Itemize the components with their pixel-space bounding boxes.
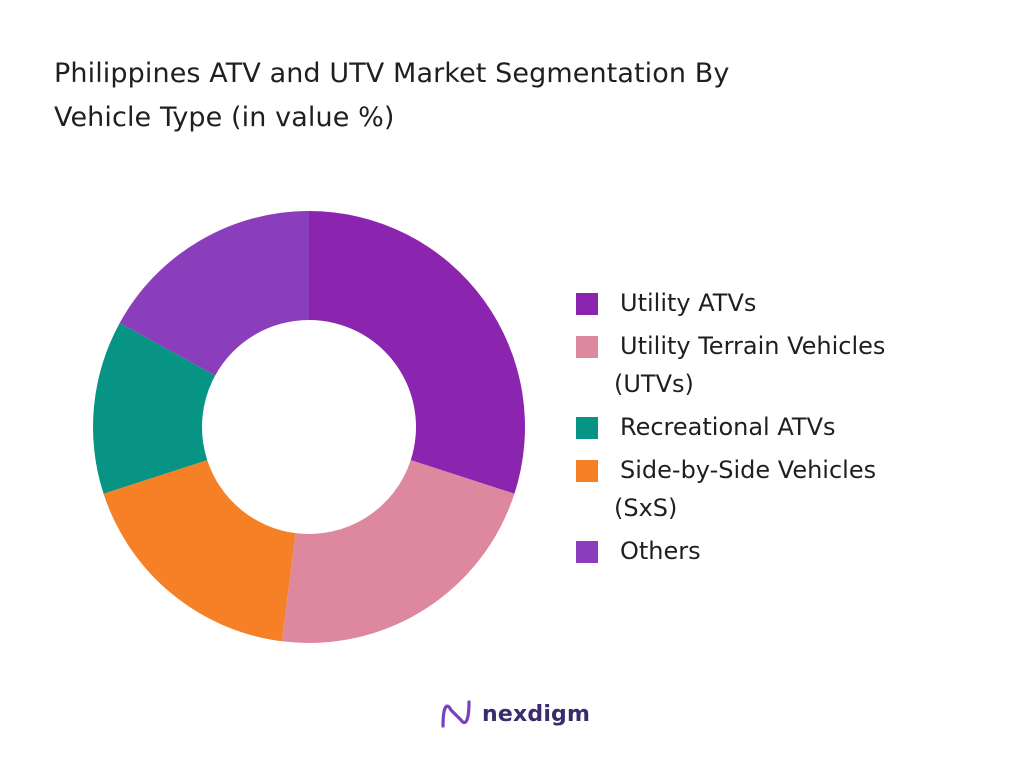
donut-slice-3 bbox=[93, 322, 216, 494]
legend-label-line: Recreational ATVs bbox=[620, 413, 836, 441]
legend-label-line: (SxS) bbox=[614, 494, 678, 522]
donut-slice-2 bbox=[103, 460, 296, 642]
legend-item: Utility ATVs bbox=[576, 284, 996, 322]
legend-item: Others bbox=[576, 532, 996, 570]
legend-swatch bbox=[576, 541, 598, 563]
legend-item: Recreational ATVs bbox=[576, 408, 996, 446]
nexdigm-logo-icon bbox=[441, 700, 471, 728]
legend-label: Side-by-Side Vehicles (SxS) bbox=[614, 451, 996, 527]
legend-label: Recreational ATVs bbox=[620, 408, 996, 446]
legend-swatch bbox=[576, 460, 598, 482]
legend-swatch bbox=[576, 336, 598, 358]
brand-name: nexdigm bbox=[482, 701, 591, 727]
legend-label: Utility Terrain Vehicles (UTVs) bbox=[614, 327, 996, 403]
legend-item: Utility Terrain Vehicles (UTVs) bbox=[576, 327, 996, 403]
legend-swatch bbox=[576, 417, 598, 439]
legend-item: Side-by-Side Vehicles (SxS) bbox=[576, 451, 996, 527]
chart-title-line-2: Vehicle Type (in value %) bbox=[54, 102, 395, 133]
legend-label-line: Utility ATVs bbox=[620, 289, 757, 317]
legend-label-line: Utility Terrain Vehicles bbox=[620, 332, 886, 360]
chart-title-line-1: Philippines ATV and UTV Market Segmentat… bbox=[54, 58, 730, 89]
donut-slice-0 bbox=[309, 211, 525, 494]
legend-label-line: Side-by-Side Vehicles bbox=[620, 456, 877, 484]
legend-label-line: Others bbox=[620, 537, 701, 565]
chart-title: Philippines ATV and UTV Market Segmentat… bbox=[54, 52, 934, 140]
donut-slice-1 bbox=[281, 460, 515, 643]
legend-swatch bbox=[576, 293, 598, 315]
donut-slice-4 bbox=[119, 211, 309, 376]
legend-label: Utility ATVs bbox=[620, 284, 996, 322]
legend-label: Others bbox=[620, 532, 996, 570]
chart-legend: Utility ATVs Utility Terrain Vehicles (UTV… bbox=[576, 284, 996, 575]
brand-logo: nexdigm bbox=[438, 694, 590, 734]
legend-label-line: (UTVs) bbox=[614, 370, 694, 398]
